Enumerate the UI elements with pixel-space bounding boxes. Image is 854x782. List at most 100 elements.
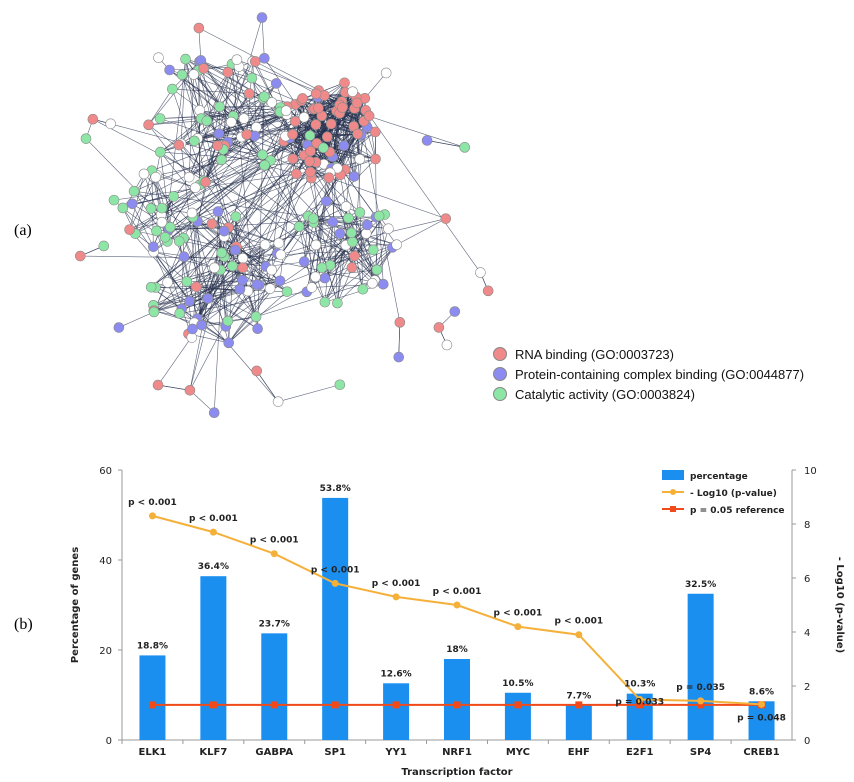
network-node (306, 282, 318, 293)
line-series (148, 512, 766, 709)
network-node (377, 278, 389, 290)
x-tick-label: YY1 (384, 747, 406, 758)
network-node (325, 118, 337, 130)
network-node (352, 128, 364, 140)
y-tick-label: 20 (99, 646, 112, 657)
y-tick-label: 60 (99, 466, 112, 477)
pvalue-marker (697, 697, 705, 705)
pvalue-label: p < 0.001 (494, 609, 543, 619)
network-node (270, 78, 282, 89)
bar-value-label: 53.8% (320, 484, 351, 494)
network-node (305, 145, 316, 157)
network-edge (156, 144, 308, 176)
x-tick-label: NRF1 (442, 747, 472, 758)
network-edge (148, 114, 287, 126)
network-edge (255, 61, 333, 222)
network-node (275, 249, 287, 261)
network-node (87, 113, 99, 125)
network-node (449, 306, 461, 317)
network-edge (214, 267, 257, 317)
legend-marker-icon (670, 489, 676, 495)
network-edge (132, 196, 174, 205)
network-edge (155, 287, 288, 292)
network-node (298, 111, 310, 123)
network-edge (378, 215, 384, 285)
network-node (280, 105, 292, 116)
network-node (370, 153, 381, 165)
network-node (138, 168, 150, 180)
network-node (297, 93, 308, 104)
network-node (159, 231, 171, 243)
network-node (272, 396, 284, 407)
network-edge (280, 226, 300, 255)
network-node (250, 311, 262, 323)
network-node (340, 201, 352, 212)
network-node (305, 166, 316, 178)
network-edge (193, 74, 208, 121)
network-node (310, 88, 322, 100)
pvalue-marker (148, 512, 156, 520)
reference-marker (453, 701, 461, 709)
network-edge (167, 160, 271, 242)
x-tick-label: MYC (506, 747, 530, 758)
network-node (339, 77, 350, 89)
pvalue-marker (209, 528, 217, 536)
network-node (354, 207, 366, 218)
network-node (74, 250, 86, 262)
network-node (202, 293, 214, 304)
pvalue-label: p < 0.001 (554, 617, 603, 627)
bar (504, 692, 531, 740)
network-node (213, 128, 225, 140)
bar-value-label: 18% (446, 645, 468, 655)
network-node (293, 221, 305, 232)
reference-marker (209, 701, 217, 709)
pvalue-label: p < 0.001 (433, 587, 482, 597)
network-node (259, 239, 271, 251)
network-node (168, 191, 179, 202)
network-node (237, 252, 249, 264)
network-edge (135, 196, 174, 234)
bar-value-label: 8.6% (749, 687, 774, 697)
network-node (189, 135, 200, 147)
network-node (332, 297, 343, 309)
network-node (441, 339, 453, 351)
network-edge (133, 191, 168, 242)
pvalue-marker (575, 631, 583, 639)
network-edge (153, 279, 243, 306)
legend-item-protein-complex-binding: Protein-containing complex binding (GO:0… (493, 364, 804, 384)
network-node (360, 228, 372, 239)
network-node (164, 64, 175, 76)
network-node (186, 207, 198, 219)
network-node (152, 379, 164, 391)
network-edge (348, 217, 378, 270)
network-edge (160, 118, 446, 219)
network-node (155, 146, 166, 158)
network-node (319, 296, 331, 308)
bar (261, 633, 288, 740)
network-node (346, 262, 358, 273)
legend-marker-icon (670, 506, 676, 512)
network-node (184, 384, 196, 396)
x-tick-label: EHF (568, 747, 590, 758)
reference-marker (331, 701, 339, 709)
network-edge (148, 88, 173, 126)
network-edge (337, 134, 362, 169)
network-node (249, 56, 261, 67)
network-node (343, 212, 354, 224)
network-node (291, 168, 302, 180)
protein-interaction-network (74, 12, 494, 419)
legend-label: p = 0.05 reference (690, 506, 785, 516)
network-node (337, 102, 348, 113)
y-tick-label: 40 (99, 556, 112, 567)
y2-tick-label: 4 (804, 628, 810, 639)
network-node (238, 113, 250, 124)
network-node (198, 63, 209, 74)
x-axis-title: Transcription factor (401, 767, 512, 778)
network-node (222, 66, 234, 78)
network-node (354, 153, 366, 165)
network-node (108, 194, 120, 206)
x-tick-label: GABPA (255, 747, 293, 758)
pvalue-label: p < 0.001 (189, 514, 238, 524)
y2-tick-label: 2 (804, 682, 810, 693)
bar-value-label: 18.8% (137, 641, 168, 651)
